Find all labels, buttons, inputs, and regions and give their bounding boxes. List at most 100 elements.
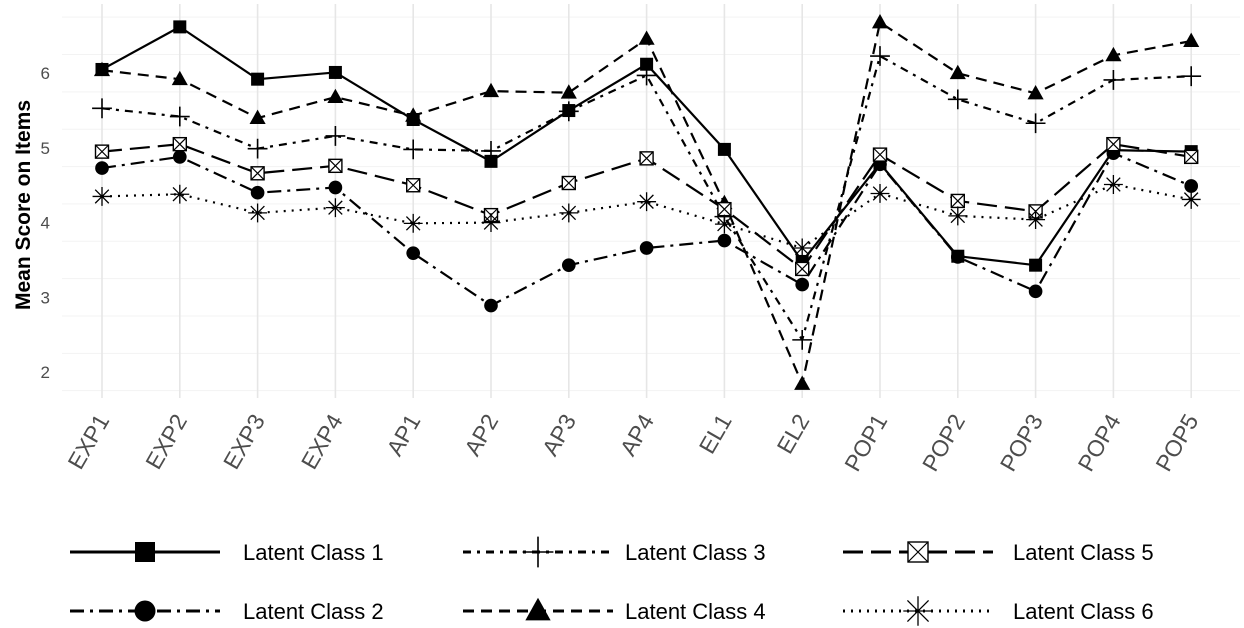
data-point [481, 213, 501, 233]
data-point [327, 88, 344, 104]
x-tick-label: POP3 [995, 410, 1048, 476]
series-line [101, 54, 1192, 341]
data-point [639, 151, 654, 166]
data-point [251, 72, 265, 86]
data-point [1184, 179, 1199, 193]
x-tick-label: POP1 [839, 410, 892, 476]
data-point [639, 241, 654, 255]
data-point [795, 261, 810, 277]
data-point [949, 64, 966, 80]
x-tick-label: AP1 [381, 410, 425, 461]
data-point [169, 106, 190, 127]
x-axis-ticks: EXP1 EXP2 EXP3 EXP4 AP1 AP2 AP3 AP4 EL1 EL2 POP1 PO… [62, 409, 1203, 475]
data-point [1028, 284, 1043, 299]
data-point [870, 184, 890, 203]
data-point [794, 375, 811, 390]
data-point [172, 136, 188, 152]
legend-label: Latent Class 6 [1013, 599, 1154, 624]
y-tick-label: 4 [41, 214, 50, 233]
legend-item: Latent Class 2 [70, 599, 384, 624]
legend-label: Latent Class 1 [243, 540, 384, 565]
data-point [170, 184, 190, 204]
legend-label: Latent Class 3 [625, 540, 766, 565]
data-point [1106, 136, 1121, 152]
legend-label: Latent Class 4 [625, 599, 766, 624]
y-tick-label: 2 [41, 363, 50, 382]
legend-item: Latent Class 3 [463, 536, 766, 568]
x-tick-label: EXP4 [296, 409, 348, 473]
x-tick-label: EL2 [772, 410, 815, 458]
y-axis-ticks: 2 3 4 5 6 [41, 64, 50, 382]
data-point [484, 154, 498, 168]
x-tick-label: AP4 [615, 409, 659, 460]
data-point [94, 144, 110, 159]
legend: Latent Class 1 Latent Class 2 Latent Class… [70, 536, 1154, 626]
legend-marker [903, 596, 933, 626]
legend-label: Latent Class 2 [243, 599, 384, 624]
data-point [406, 178, 421, 193]
data-point [558, 101, 579, 122]
series-5 [94, 136, 1199, 277]
data-point [1026, 210, 1046, 230]
data-point [249, 109, 266, 124]
data-point [717, 201, 732, 217]
data-point [1103, 70, 1124, 90]
data-point [947, 89, 968, 110]
legend-label: Latent Class 5 [1013, 540, 1154, 565]
data-point [406, 246, 421, 261]
data-point [328, 158, 343, 174]
data-point [950, 250, 965, 264]
data-point [484, 298, 498, 313]
x-tick-label: EXP1 [62, 410, 114, 474]
data-point [638, 30, 655, 45]
data-point [1027, 84, 1044, 100]
x-tick-label: AP2 [459, 410, 503, 461]
x-tick-label: POP5 [1150, 410, 1203, 476]
data-point [250, 185, 265, 200]
data-point [403, 213, 423, 233]
series-6 [92, 175, 1201, 258]
data-point [792, 329, 813, 350]
data-point [559, 203, 579, 223]
x-tick-label: POP2 [917, 410, 970, 476]
data-point [325, 126, 346, 146]
data-point [328, 65, 342, 79]
data-point [637, 192, 657, 212]
legend-marker [134, 600, 156, 622]
data-point [92, 187, 112, 206]
data-point [481, 140, 501, 161]
legend-marker [907, 541, 929, 563]
y-axis-label: Mean Score on Items [12, 100, 35, 310]
data-point [948, 206, 968, 226]
data-point [248, 203, 268, 223]
data-point [561, 175, 576, 191]
data-point [636, 65, 657, 86]
data-point [1105, 46, 1122, 62]
data-point [717, 142, 731, 156]
legend-marker [522, 536, 554, 568]
data-point [172, 150, 187, 164]
y-tick-label: 5 [41, 139, 50, 158]
data-point [561, 258, 576, 273]
data-point [92, 98, 112, 119]
legend-item: Latent Class 6 [843, 596, 1154, 626]
data-point [795, 277, 810, 292]
y-tick-label: 6 [41, 64, 50, 83]
data-point [714, 214, 734, 234]
data-point [1181, 189, 1201, 209]
data-point [870, 46, 890, 66]
data-point [1183, 32, 1200, 48]
data-point [328, 180, 343, 195]
data-point [482, 82, 500, 98]
data-point [403, 139, 424, 160]
data-point [640, 57, 654, 71]
legend-item: Latent Class 4 [463, 597, 766, 624]
x-tick-label: EXP3 [218, 410, 270, 474]
legend-item: Latent Class 5 [843, 540, 1154, 565]
data-point [1103, 175, 1123, 194]
data-point [171, 70, 188, 86]
data-point [95, 161, 109, 175]
data-point [247, 138, 268, 159]
data-point [1183, 149, 1199, 165]
